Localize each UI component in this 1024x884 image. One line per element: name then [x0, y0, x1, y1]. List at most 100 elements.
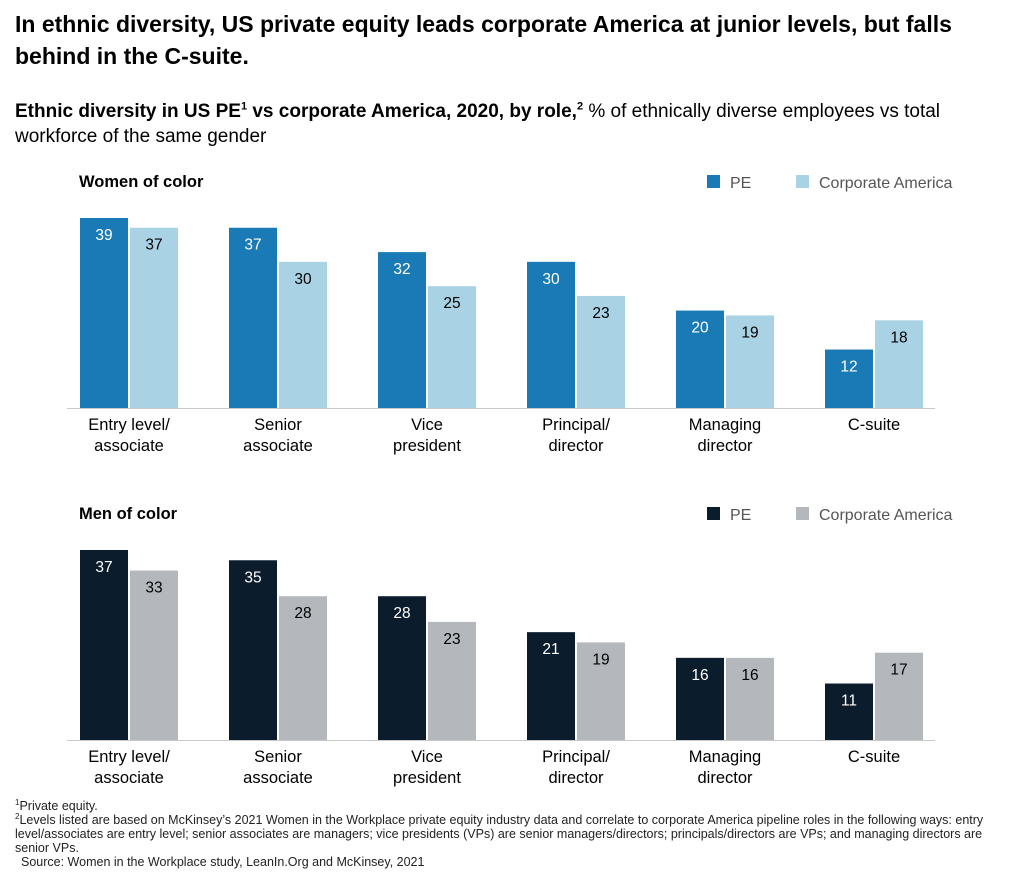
category-label: Senior [254, 416, 302, 434]
bar-pe [676, 657, 724, 740]
data-label-corporate-america: 19 [741, 324, 758, 341]
data-label-pe: 12 [840, 359, 857, 376]
category-label: associate [243, 769, 313, 787]
data-label-corporate-america: 18 [890, 329, 907, 346]
bar-corporate-america [130, 570, 178, 740]
category-label: Managing [689, 748, 761, 766]
men-chart-svg: Men of color PE Corporate America 37 33 Entry… [67, 505, 952, 787]
data-label-corporate-america: 25 [443, 295, 460, 312]
bar-corporate-america [726, 315, 774, 408]
chart-subtitle: Ethnic diversity in US PE1 vs corporate … [15, 99, 1005, 149]
chart-title: Women of color [79, 173, 204, 191]
bar-pe [676, 310, 724, 408]
category-label: president [393, 769, 461, 787]
category-label: Senior [254, 748, 302, 766]
headline: In ethnic diversity, US private equity l… [15, 11, 952, 69]
category-label: C-suite [848, 416, 900, 434]
footnotes: 1Private equity. 2Levels listed are base… [15, 797, 1005, 869]
data-label-corporate-america: 19 [592, 651, 609, 668]
subtitle-bold: Ethnic diversity in US PE1 vs corporate … [15, 101, 583, 122]
footnote-1: 1Private equity. [15, 797, 1005, 813]
category-label: president [393, 437, 461, 455]
chart-title: Men of color [79, 505, 178, 523]
bar-pe [80, 218, 128, 408]
legend-label-corporate-america: Corporate America [819, 507, 952, 524]
bar-pe [229, 560, 277, 740]
footnote-2: 2Levels listed are based on McKinsey’s 2… [15, 811, 1005, 855]
bar-corporate-america [577, 295, 625, 408]
bar-pe [229, 227, 277, 408]
legend-label-corporate-america: Corporate America [819, 175, 952, 192]
data-label-corporate-america: 28 [294, 605, 311, 622]
category-label: Principal/ [542, 748, 610, 766]
bar-pe [378, 596, 426, 740]
bar-pe [80, 550, 128, 740]
legend-swatch-pe [707, 507, 720, 520]
data-label-pe: 37 [95, 559, 112, 576]
bar-corporate-america [875, 652, 923, 740]
footnote-1-marker: 1 [15, 797, 20, 807]
data-label-corporate-america: 37 [145, 237, 162, 254]
data-label-pe: 28 [393, 605, 410, 622]
footnote-1-text: Private equity. [19, 799, 98, 813]
bar-corporate-america [428, 621, 476, 740]
category-label: director [697, 437, 753, 455]
category-label: Principal/ [542, 416, 610, 434]
bar-corporate-america [875, 320, 923, 408]
footnote-2-text: Levels listed are based on McKinsey’s 20… [15, 813, 984, 855]
data-label-corporate-america: 33 [145, 580, 162, 597]
bar-corporate-america [726, 657, 774, 740]
subtitle-rest: % of ethnically diverse employees vs tot… [15, 101, 941, 147]
legend-swatch-corporate-america [796, 507, 809, 520]
legend-swatch-corporate-america [796, 175, 809, 188]
data-label-pe: 37 [244, 237, 261, 254]
legend-label-pe: PE [730, 175, 751, 192]
category-label: Managing [689, 416, 761, 434]
data-label-corporate-america: 23 [592, 305, 609, 322]
subtitle-sup-1: 1 [240, 100, 248, 113]
bar-pe [825, 683, 873, 740]
bar-pe [527, 632, 575, 740]
bar-corporate-america [130, 227, 178, 408]
data-label-pe: 21 [542, 641, 559, 658]
category-label: director [548, 769, 604, 787]
data-label-pe: 39 [95, 227, 112, 244]
legend-swatch-pe [707, 175, 720, 188]
source-note: Source: Women in the Workplace study, Le… [21, 855, 425, 869]
women-of-color-chart: Women of color PE Corporate America 39 37 Ent… [0, 165, 1024, 465]
category-label: associate [94, 769, 164, 787]
bar-corporate-america [577, 642, 625, 740]
data-label-corporate-america: 16 [741, 667, 758, 684]
category-label: associate [243, 437, 313, 455]
data-label-pe: 30 [542, 271, 560, 288]
data-label-pe: 16 [691, 667, 708, 684]
women-chart-svg: Women of color PE Corporate America 39 37 Ent… [67, 173, 952, 455]
category-label: Vice [411, 748, 443, 766]
data-label-pe: 32 [393, 261, 410, 278]
category-label: director [548, 437, 604, 455]
legend-label-pe: PE [730, 507, 751, 524]
subtitle-sup-2: 2 [576, 100, 584, 113]
category-label: director [697, 769, 753, 787]
data-label-pe: 35 [244, 569, 261, 586]
data-label-corporate-america: 23 [443, 631, 460, 648]
subtitle-bold-text-2: vs corporate America, 2020, by role, [247, 101, 577, 122]
data-label-corporate-america: 30 [294, 271, 312, 288]
bar-corporate-america [279, 261, 327, 408]
data-label-pe: 11 [841, 693, 857, 710]
bar-pe [527, 261, 575, 408]
subtitle-bold-text: Ethnic diversity in US PE [15, 101, 241, 122]
category-label: associate [94, 437, 164, 455]
bar-corporate-america [428, 286, 476, 408]
data-label-pe: 20 [691, 320, 709, 337]
bar-pe [378, 252, 426, 408]
data-label-corporate-america: 17 [890, 662, 907, 679]
category-label: C-suite [848, 748, 900, 766]
bar-corporate-america [279, 596, 327, 740]
footnote-2-marker: 2 [15, 811, 20, 821]
category-label: Vice [411, 416, 443, 434]
category-label: Entry level/ [88, 416, 170, 434]
category-label: Entry level/ [88, 748, 170, 766]
men-of-color-chart: Men of color PE Corporate America 37 33 Entry… [0, 497, 1024, 797]
bar-pe [825, 349, 873, 408]
